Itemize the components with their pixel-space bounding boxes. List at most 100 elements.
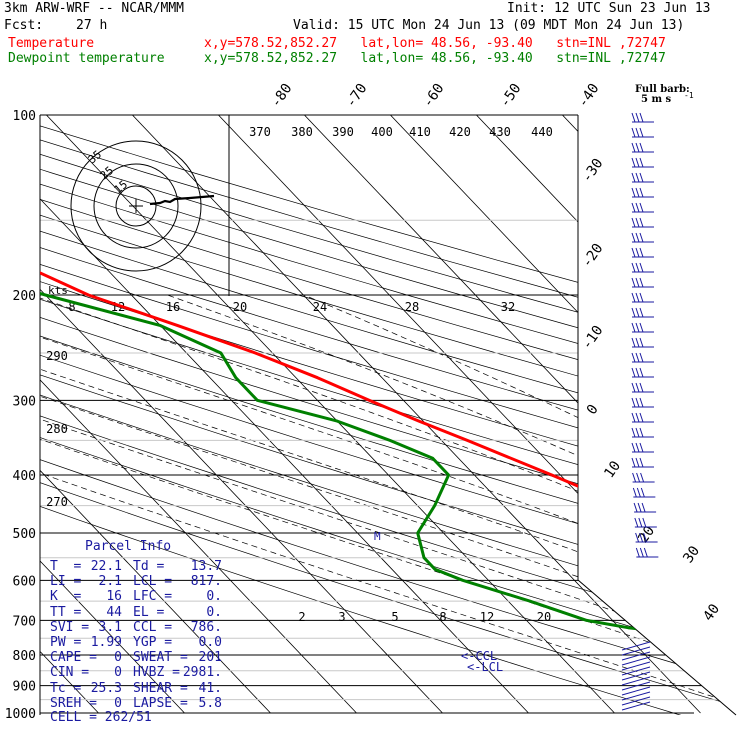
wind-barb-flag <box>631 232 636 243</box>
parcel-param-label: LFC = <box>133 589 173 605</box>
dry-adiabat <box>40 115 736 715</box>
mixing-ratio-label: 32 <box>501 300 515 314</box>
wind-barb-flag <box>635 262 640 273</box>
pressure-label-900: 900 <box>13 680 36 695</box>
barb-legend-line1: Full barb: <box>635 84 690 95</box>
wind-barb-flag <box>639 112 644 123</box>
wind-barb <box>621 661 651 671</box>
pressure-label-300: 300 <box>13 394 36 409</box>
legend-dewpoint-location: x,y=578.52,852.27 lat,lon= 48.56, -93.40… <box>204 51 666 66</box>
legend-temperature-location: x,y=578.52,852.27 lat,lon= 48.56, -93.40… <box>204 36 666 51</box>
dry-adiabat <box>40 115 736 715</box>
theta-label: 430 <box>489 125 511 139</box>
wind-barb-flag <box>639 412 644 423</box>
wind-barb-flag <box>635 127 640 138</box>
parcel-param-value: 5.8 <box>198 695 222 711</box>
valid-time: Valid: 15 UTC Mon 24 Jun 13 (09 MDT Mon … <box>293 18 685 33</box>
isotherm-line <box>40 115 185 714</box>
temperature-label: 0 <box>584 402 602 418</box>
wind-barb-flag <box>631 157 636 168</box>
wind-barb-flag <box>640 487 645 498</box>
dry-adiabat <box>40 115 736 715</box>
mixing-ratio-label: 8 <box>439 610 446 624</box>
wind-barb-flag <box>639 307 644 318</box>
theta-side-label: 290 <box>46 349 68 363</box>
dry-adiabat <box>40 115 736 715</box>
wind-barb-flag <box>639 262 644 273</box>
legend-dewpoint-label: Dewpoint temperature <box>8 51 165 66</box>
dry-adiabat <box>40 115 736 715</box>
parcel-param-label: CIN = <box>50 665 90 681</box>
wind-barb-flag <box>635 322 640 333</box>
mixing-ratio-label: 8 <box>68 300 75 314</box>
wind-barb-flag <box>639 367 644 378</box>
wind-barb-flag <box>633 502 638 513</box>
isotherm-line <box>40 115 357 714</box>
temperature-label: -40 <box>575 81 603 111</box>
wind-barb <box>621 691 651 701</box>
temperature-label: 30 <box>680 543 703 566</box>
wind-barb-flag <box>639 397 644 408</box>
wind-barb-flag <box>631 322 636 333</box>
temperature-label: -20 <box>579 241 607 271</box>
mixing-ratio-label: 20 <box>537 610 551 624</box>
wind-barb-flag <box>635 442 640 453</box>
parcel-param-label: YGP = <box>133 635 173 650</box>
wind-barb-flag <box>634 517 639 528</box>
isotherm-line <box>476 115 736 714</box>
wind-barb <box>621 671 651 681</box>
wind-barb-flag <box>642 517 647 528</box>
wind-barb-flag <box>631 397 636 408</box>
forecast-hours: 27 h <box>76 18 108 33</box>
wind-barb-flag <box>635 412 640 423</box>
wind-barb-flag <box>639 322 644 333</box>
mixing-ratio-line <box>617 580 736 715</box>
wind-barbs <box>621 112 659 711</box>
wind-barb-flag <box>639 442 644 453</box>
temperature-label: -10 <box>579 323 607 353</box>
wind-barb-flag <box>631 352 636 363</box>
wind-barb-flag <box>639 142 644 153</box>
theta-label: 400 <box>371 125 393 139</box>
moist-adiabat <box>40 294 736 715</box>
wind-barb-flag <box>635 367 640 378</box>
wind-barb-flag <box>635 352 640 363</box>
moist-adiabat <box>303 294 736 715</box>
hodograph-ring <box>93 163 179 249</box>
wind-barb-flag <box>631 217 636 228</box>
parcel-param-value: 3.1 <box>98 619 122 635</box>
parcel-m-marker: M <box>374 530 381 543</box>
hodograph-ring <box>70 140 202 272</box>
isotherm-line <box>40 115 271 714</box>
wind-barb-flag <box>635 547 640 558</box>
temperature-label: -60 <box>420 81 448 111</box>
wind-barb-flag <box>631 127 636 138</box>
dry-adiabat <box>40 115 736 715</box>
parcel-param-value: 16 <box>106 589 122 605</box>
isotherm-line <box>40 115 529 714</box>
parcel-param-value: 0 <box>114 665 122 681</box>
wind-barb <box>621 676 651 686</box>
dry-adiabat <box>40 115 736 715</box>
wind-barb-flag <box>639 277 644 288</box>
wind-barb-flag <box>631 457 636 468</box>
isotherm-line <box>132 115 701 714</box>
pressure-label-100: 100 <box>13 109 36 124</box>
theta-label: 410 <box>409 125 431 139</box>
parcel-param-value: 0 <box>114 650 122 666</box>
wind-barb-flag <box>632 487 637 498</box>
wind-barb-flag <box>641 502 646 513</box>
wind-barb-flag <box>632 472 637 483</box>
wind-barb-flag <box>635 232 640 243</box>
parcel-param-value: 786. <box>190 619 222 635</box>
parcel-param-label: SVI = <box>50 619 90 635</box>
wind-barb-flag <box>631 292 636 303</box>
model-title: 3km ARW-WRF -- NCAR/MMM <box>4 1 185 16</box>
wind-barb <box>621 651 651 661</box>
wind-barb-flag <box>640 472 645 483</box>
theta-label: 390 <box>332 125 354 139</box>
theta-label: 370 <box>249 125 271 139</box>
parcel-param-label: K = <box>50 589 82 605</box>
